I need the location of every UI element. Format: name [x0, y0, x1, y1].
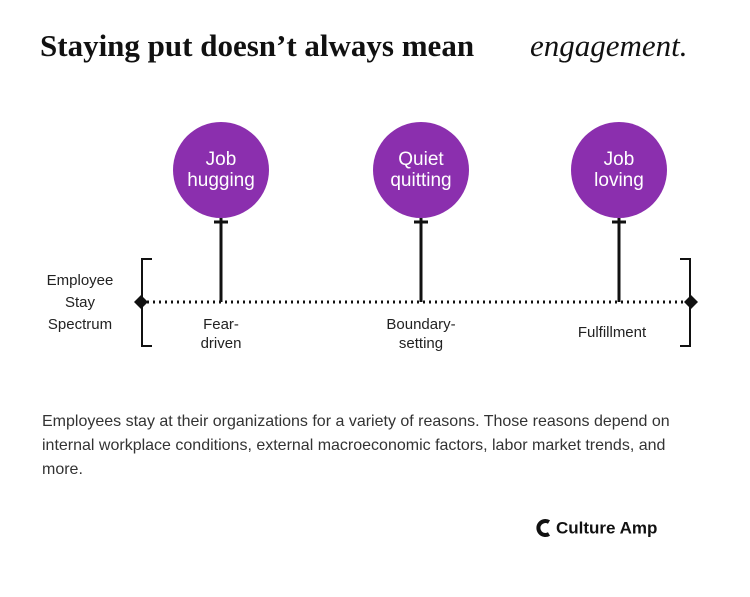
node-label: quitting: [390, 170, 451, 191]
spectrum-label: Spectrum: [48, 316, 112, 333]
node-caption: Fear-: [203, 316, 239, 333]
title: Staying put doesn’t always mean: [40, 28, 474, 63]
node-caption: driven: [201, 335, 242, 352]
node-caption: Fulfillment: [578, 324, 647, 341]
node-label: Quiet: [398, 149, 444, 170]
spectrum-label: Employee: [47, 272, 114, 289]
node-circle: [571, 122, 667, 218]
brand-name: Culture Amp: [556, 518, 657, 537]
node-label: Job: [206, 149, 237, 170]
description: Employees stay at their organizations fo…: [42, 413, 670, 478]
node-label: hugging: [187, 170, 255, 191]
node-circle: [373, 122, 469, 218]
node-circle: [173, 122, 269, 218]
bracket: [680, 258, 691, 347]
logo: Culture Amp: [536, 518, 657, 537]
nodes: JobhuggingFear-drivenQuietquittingBounda…: [173, 122, 667, 352]
logo-icon: [536, 519, 551, 537]
node-label: Job: [604, 149, 635, 170]
spectrum-label: Stay: [65, 294, 96, 311]
bracket: [141, 258, 152, 347]
node-caption: Boundary-: [386, 316, 455, 333]
node-label: loving: [594, 170, 644, 191]
node-caption: setting: [399, 335, 443, 352]
title-accent: engagement.: [530, 28, 688, 63]
